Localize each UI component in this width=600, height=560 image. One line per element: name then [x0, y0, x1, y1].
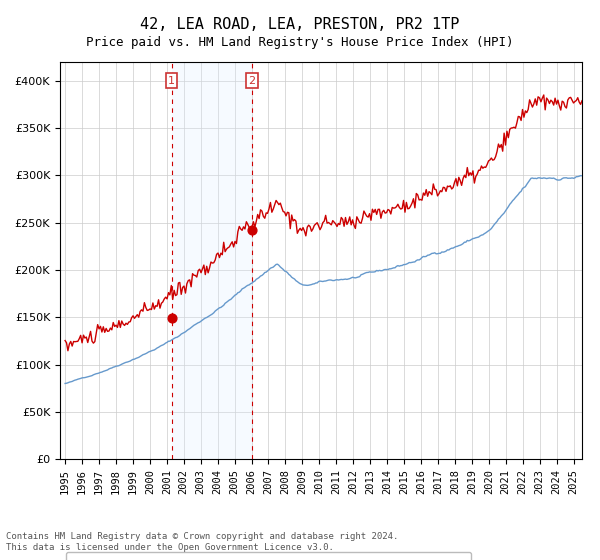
- Text: 2: 2: [248, 76, 256, 86]
- Text: 42, LEA ROAD, LEA, PRESTON, PR2 1TP: 42, LEA ROAD, LEA, PRESTON, PR2 1TP: [140, 17, 460, 32]
- Text: 1: 1: [168, 76, 175, 86]
- Text: Price paid vs. HM Land Registry's House Price Index (HPI): Price paid vs. HM Land Registry's House …: [86, 36, 514, 49]
- Point: [247, 226, 257, 235]
- Legend: 42, LEA ROAD, LEA, PRESTON, PR2 1TP (detached house), HPI: Average price, detach: 42, LEA ROAD, LEA, PRESTON, PR2 1TP (det…: [65, 552, 471, 560]
- Point: [167, 314, 176, 323]
- Bar: [172, 62, 252, 459]
- Text: Contains HM Land Registry data © Crown copyright and database right 2024.
This d: Contains HM Land Registry data © Crown c…: [6, 532, 398, 552]
